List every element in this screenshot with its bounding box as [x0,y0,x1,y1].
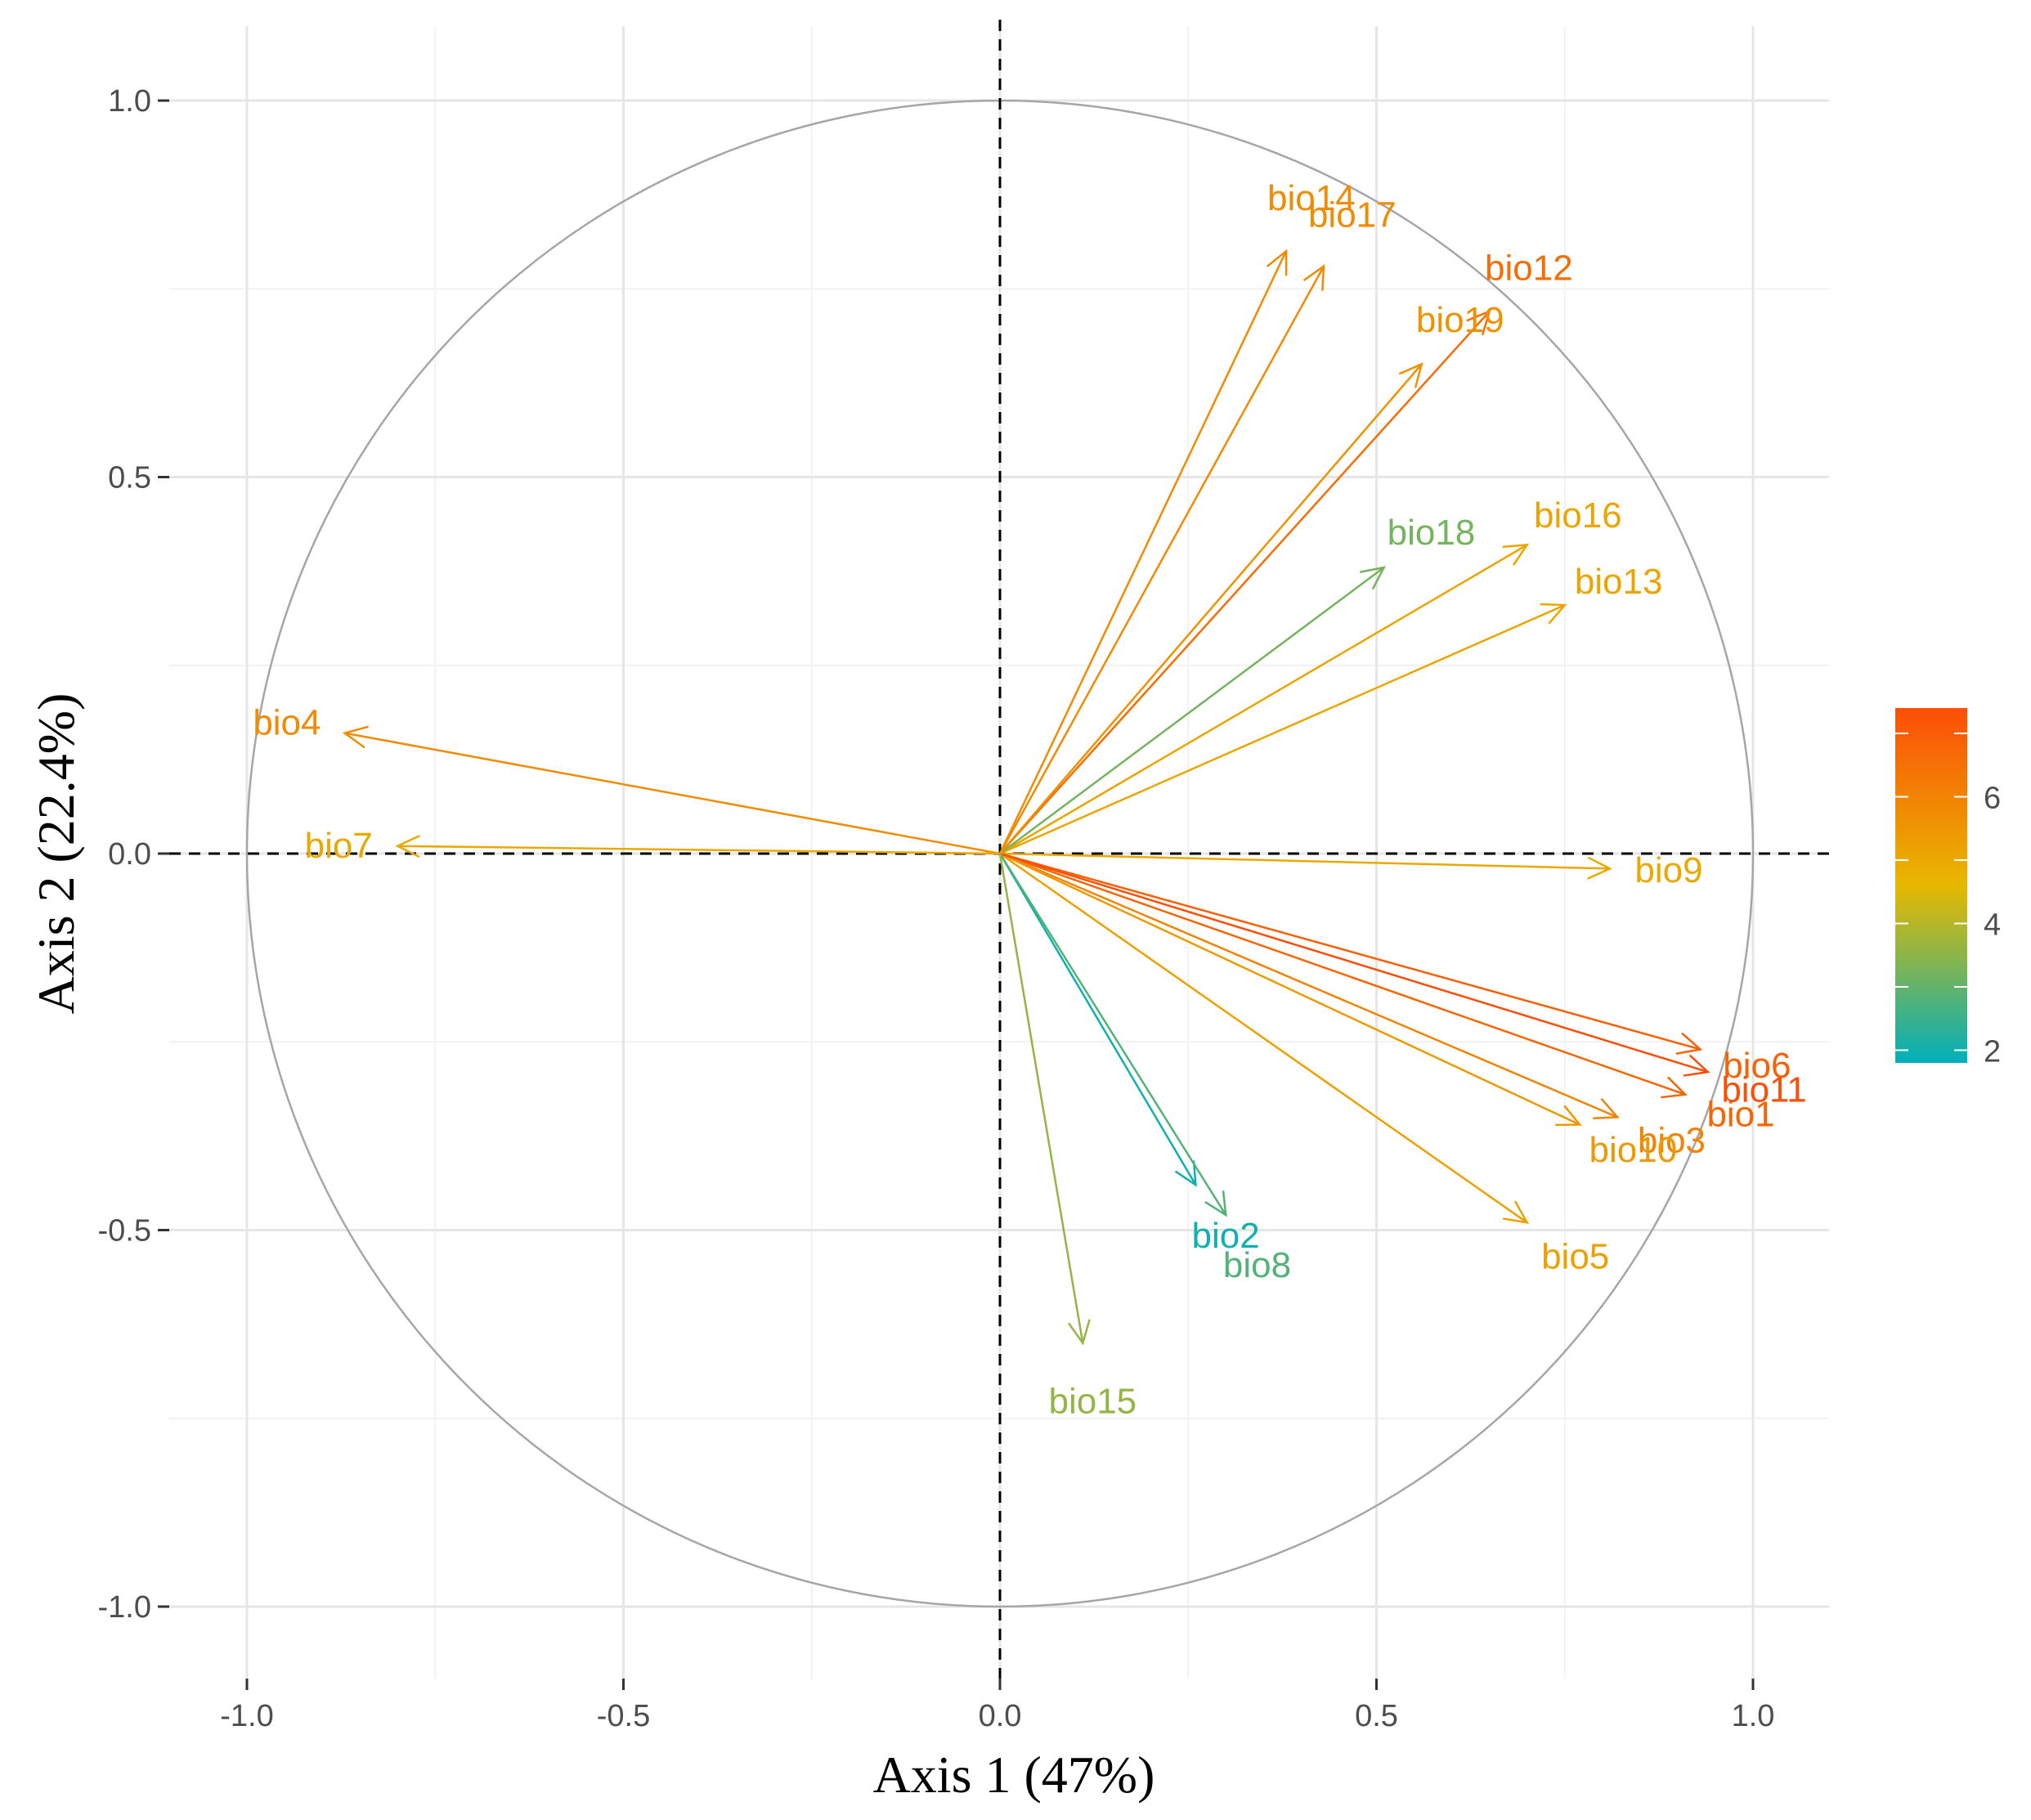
arrow-bio13 [999,603,1567,855]
arrow-shaft-bio2 [998,853,1197,1186]
label-bio18: bio18 [1388,513,1476,553]
arrow-head-bio19 [1398,362,1423,388]
arrow-head-bio7 [395,834,420,858]
label-bio14: bio14 [1267,178,1356,218]
arrow-head-bio12 [1466,309,1491,336]
arrow-head-bio3 [1593,1097,1620,1119]
arrow-head-bio2 [1174,1160,1197,1187]
arrow-shaft-bio18 [999,567,1385,855]
label-bio11: bio11 [1721,1069,1806,1109]
label-bio9: bio9 [1634,850,1702,890]
label-bio6: bio6 [1723,1046,1791,1086]
axes-layer: -1.0 -0.5 0.0 0.5 1.0 -1.0 -0.5 0.0 0.5 1.0 [98,84,1775,1733]
arrow-bio16 [999,543,1530,855]
colorbar-label-1: 4 [1984,908,2001,943]
arrow-shaft-bio5 [999,852,1528,1224]
arrow-bio11 [999,852,1710,1077]
colorbar-gradient [1895,708,1967,1063]
arrow-bio8 [998,853,1227,1217]
label-bio8: bio8 [1223,1245,1291,1285]
colorbar-label-0: 2 [1984,1035,2001,1069]
arrow-shaft-bio9 [999,852,1611,870]
colorbar-label-2: 6 [1984,782,2001,816]
arrow-bio10 [999,852,1582,1127]
x-tick-label-3: 0.5 [1355,1699,1398,1733]
arrow-shaft-bio6 [999,852,1701,1051]
label-bio12: bio12 [1485,248,1573,288]
label-bio3: bio3 [1638,1121,1706,1161]
arrow-shaft-bio15 [998,853,1084,1343]
arrow-head-bio8 [1204,1190,1227,1217]
arrow-head-bio10 [1555,1105,1582,1127]
label-bio7: bio7 [305,826,373,866]
arrow-bio19 [999,362,1423,854]
arrow-bio12 [999,309,1491,854]
arrow-head-bio11 [1683,1054,1710,1077]
arrow-shaft-bio8 [998,853,1227,1216]
arrow-bio18 [999,566,1387,855]
x-axis-title: Axis 1 (47%) [873,1746,1155,1804]
label-bio19: bio19 [1416,300,1504,340]
arrow-bio5 [999,852,1530,1224]
arrow-bio9 [999,852,1612,880]
arrow-bio1 [999,852,1688,1099]
arrow-shaft-bio4 [344,732,1001,855]
x-tick-label-4: 1.0 [1732,1699,1775,1733]
arrow-bio6 [999,852,1703,1055]
arrow-shaft-bio14 [998,250,1288,854]
x-tick-label-0: -1.0 [220,1699,273,1733]
label-bio2: bio2 [1191,1216,1259,1256]
arrow-bio2 [998,853,1197,1187]
colorbar-legend: 2 4 6 [1895,708,2001,1069]
arrow-bio17 [998,264,1325,854]
arrow-bio7 [395,834,1001,858]
arrow-head-bio14 [1266,249,1288,276]
x-tick-label-2: 0.0 [979,1699,1022,1733]
label-bio4: bio4 [253,703,321,743]
arrow-shaft-bio19 [999,363,1423,854]
arrow-head-bio17 [1302,264,1325,291]
arrow-shaft-bio13 [999,603,1566,855]
arrow-bio14 [998,249,1288,854]
arrow-shaft-bio16 [999,544,1528,855]
label-bio1: bio1 [1706,1095,1774,1135]
arrow-head-bio4 [342,725,369,749]
label-bio5: bio5 [1541,1237,1609,1277]
label-bio13: bio13 [1575,562,1663,602]
arrow-shaft-bio17 [998,266,1325,854]
label-bio16: bio16 [1534,495,1622,536]
arrow-shaft-bio12 [999,311,1491,854]
arrow-bio3 [999,852,1620,1119]
x-tick-label-1: -0.5 [597,1699,650,1733]
y-tick-label-4: 1.0 [108,84,151,119]
arrow-head-bio6 [1675,1032,1703,1055]
label-bio15: bio15 [1048,1382,1137,1422]
arrow-head-bio18 [1360,566,1387,590]
arrow-shaft-bio3 [999,852,1618,1118]
label-bio10: bio10 [1589,1130,1678,1170]
arrow-bio15 [998,853,1091,1346]
arrow-head-bio9 [1587,856,1612,880]
y-tick-label-3: 0.5 [108,461,151,495]
arrow-head-bio16 [1502,543,1530,566]
arrow-bio4 [342,725,1001,855]
variable-labels-layer: bio1 bio2 bio3 bio4 bio5 bio6 bio7 bio8 bio9 bio1… [253,178,1806,1421]
arrow-shaft-bio10 [999,852,1580,1126]
y-axis-title: Axis 2 (22.4%) [27,693,85,1015]
y-tick-label-0: -1.0 [98,1590,151,1625]
arrow-head-bio13 [1540,603,1567,625]
label-bio17: bio17 [1308,195,1397,235]
arrow-shaft-bio7 [397,845,1001,855]
arrow-head-bio15 [1067,1319,1091,1346]
arrow-head-bio1 [1661,1076,1688,1099]
y-tick-label-2: 0.0 [108,837,151,872]
arrow-shaft-bio11 [999,852,1709,1074]
variable-arrows-layer [342,249,1710,1346]
arrow-shaft-bio1 [999,852,1686,1096]
y-tick-label-1: -0.5 [98,1214,151,1248]
arrow-head-bio5 [1502,1200,1530,1224]
